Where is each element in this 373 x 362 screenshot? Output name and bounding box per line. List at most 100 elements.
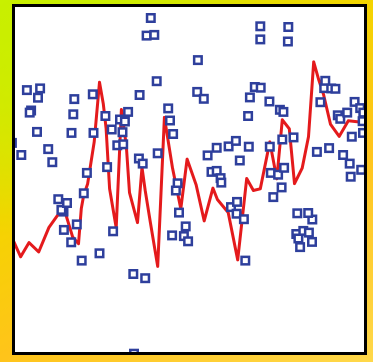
scatter-point bbox=[240, 255, 251, 266]
scatter-point bbox=[106, 124, 117, 135]
scatter-point bbox=[165, 115, 175, 126]
scatter-point bbox=[278, 106, 289, 117]
scatter-point bbox=[276, 182, 287, 193]
scatter-point bbox=[358, 127, 364, 138]
scatter-point bbox=[134, 90, 145, 100]
scatter-point bbox=[335, 113, 346, 124]
scatter-point bbox=[88, 127, 99, 138]
scatter-point bbox=[298, 225, 309, 236]
scatter-point bbox=[295, 242, 306, 253]
scatter-point bbox=[249, 82, 260, 92]
scatter-point bbox=[53, 194, 64, 205]
scatter-point bbox=[66, 127, 77, 138]
scatter-point bbox=[133, 153, 144, 164]
scatter-point bbox=[119, 116, 130, 127]
scatter-point bbox=[303, 208, 314, 218]
scatter-point bbox=[320, 75, 331, 86]
scatter-point bbox=[356, 164, 364, 175]
scatter-point bbox=[255, 21, 266, 32]
scatter-point bbox=[32, 126, 42, 137]
scatter-point bbox=[307, 214, 318, 225]
scatter-point bbox=[243, 141, 254, 152]
scatter-point bbox=[58, 224, 69, 235]
scatter-point bbox=[206, 166, 217, 177]
scatter-point bbox=[264, 141, 275, 152]
scatter-point bbox=[338, 150, 349, 160]
scatter-point bbox=[319, 83, 330, 94]
scatter-point bbox=[226, 202, 236, 213]
scatter-point bbox=[16, 150, 27, 160]
scatter-point bbox=[21, 85, 32, 96]
scatter-point bbox=[268, 192, 279, 203]
scatter-point bbox=[288, 132, 299, 143]
scatter-point bbox=[15, 137, 17, 148]
trend-line bbox=[15, 60, 364, 268]
scatter-point bbox=[315, 97, 326, 108]
scatter-point bbox=[81, 167, 92, 178]
scatter-point bbox=[342, 107, 353, 118]
scatter-point bbox=[183, 236, 194, 247]
scatter-point bbox=[167, 230, 178, 241]
scatter-point bbox=[117, 127, 128, 138]
scatter-point bbox=[211, 165, 222, 176]
scatter-point bbox=[330, 83, 341, 94]
scatter-point bbox=[163, 103, 174, 114]
scatter-point bbox=[56, 204, 67, 215]
scatter-point bbox=[145, 13, 156, 23]
scatter-point bbox=[232, 196, 242, 207]
scatter-point bbox=[324, 143, 335, 154]
scatter-point bbox=[66, 237, 77, 248]
scatter-point bbox=[149, 29, 160, 40]
scatter-point bbox=[137, 158, 148, 169]
scatter-point bbox=[282, 36, 293, 47]
scatter-point bbox=[292, 208, 303, 219]
scatter-point bbox=[94, 248, 105, 259]
scatter-point bbox=[78, 188, 89, 199]
scatter-point bbox=[24, 107, 35, 118]
scatter-point bbox=[87, 89, 98, 100]
scatter-point bbox=[349, 96, 360, 107]
scatter-point bbox=[244, 92, 255, 103]
scatter-point bbox=[255, 82, 266, 93]
scatter-point bbox=[108, 226, 119, 237]
scatter-point bbox=[151, 76, 162, 87]
scatter-point bbox=[223, 141, 234, 152]
scatter-point bbox=[69, 94, 80, 105]
scatter-point bbox=[231, 208, 242, 219]
scatter-point bbox=[346, 131, 357, 142]
scatter-point bbox=[202, 150, 213, 161]
scatter-point bbox=[216, 177, 227, 188]
scatter-point bbox=[174, 207, 184, 218]
scatter-point bbox=[303, 227, 314, 238]
scatter-point bbox=[234, 155, 245, 166]
scatter-point bbox=[140, 273, 151, 284]
scatter-point bbox=[123, 106, 134, 117]
scatter-point bbox=[198, 93, 209, 104]
scatter-point bbox=[293, 233, 304, 244]
scatter-point bbox=[62, 198, 72, 208]
scatter-point bbox=[243, 111, 254, 121]
scatter-point bbox=[102, 162, 113, 173]
scatter-point bbox=[180, 221, 191, 232]
scatter-point bbox=[43, 144, 54, 155]
scatter-point bbox=[283, 22, 294, 32]
scatter-point bbox=[100, 111, 111, 121]
scatter-series-layer bbox=[15, 13, 364, 352]
scatter-point bbox=[277, 134, 288, 145]
scatter-point bbox=[307, 236, 317, 247]
scatter-point bbox=[344, 158, 355, 169]
scatter-point bbox=[345, 171, 356, 182]
scatter-point bbox=[192, 55, 203, 66]
scatter-point bbox=[255, 34, 266, 45]
scatter-point bbox=[357, 116, 364, 127]
scatter-point bbox=[230, 135, 241, 146]
scatter-point bbox=[311, 146, 322, 157]
scatter-point bbox=[211, 142, 222, 153]
scatter-point bbox=[264, 96, 275, 107]
scatter-point bbox=[238, 214, 249, 225]
scatter-point bbox=[170, 185, 181, 196]
scatter-point bbox=[47, 157, 58, 168]
scatter-point bbox=[152, 148, 163, 159]
scatter-point bbox=[68, 109, 79, 120]
scatter-point bbox=[33, 92, 43, 103]
